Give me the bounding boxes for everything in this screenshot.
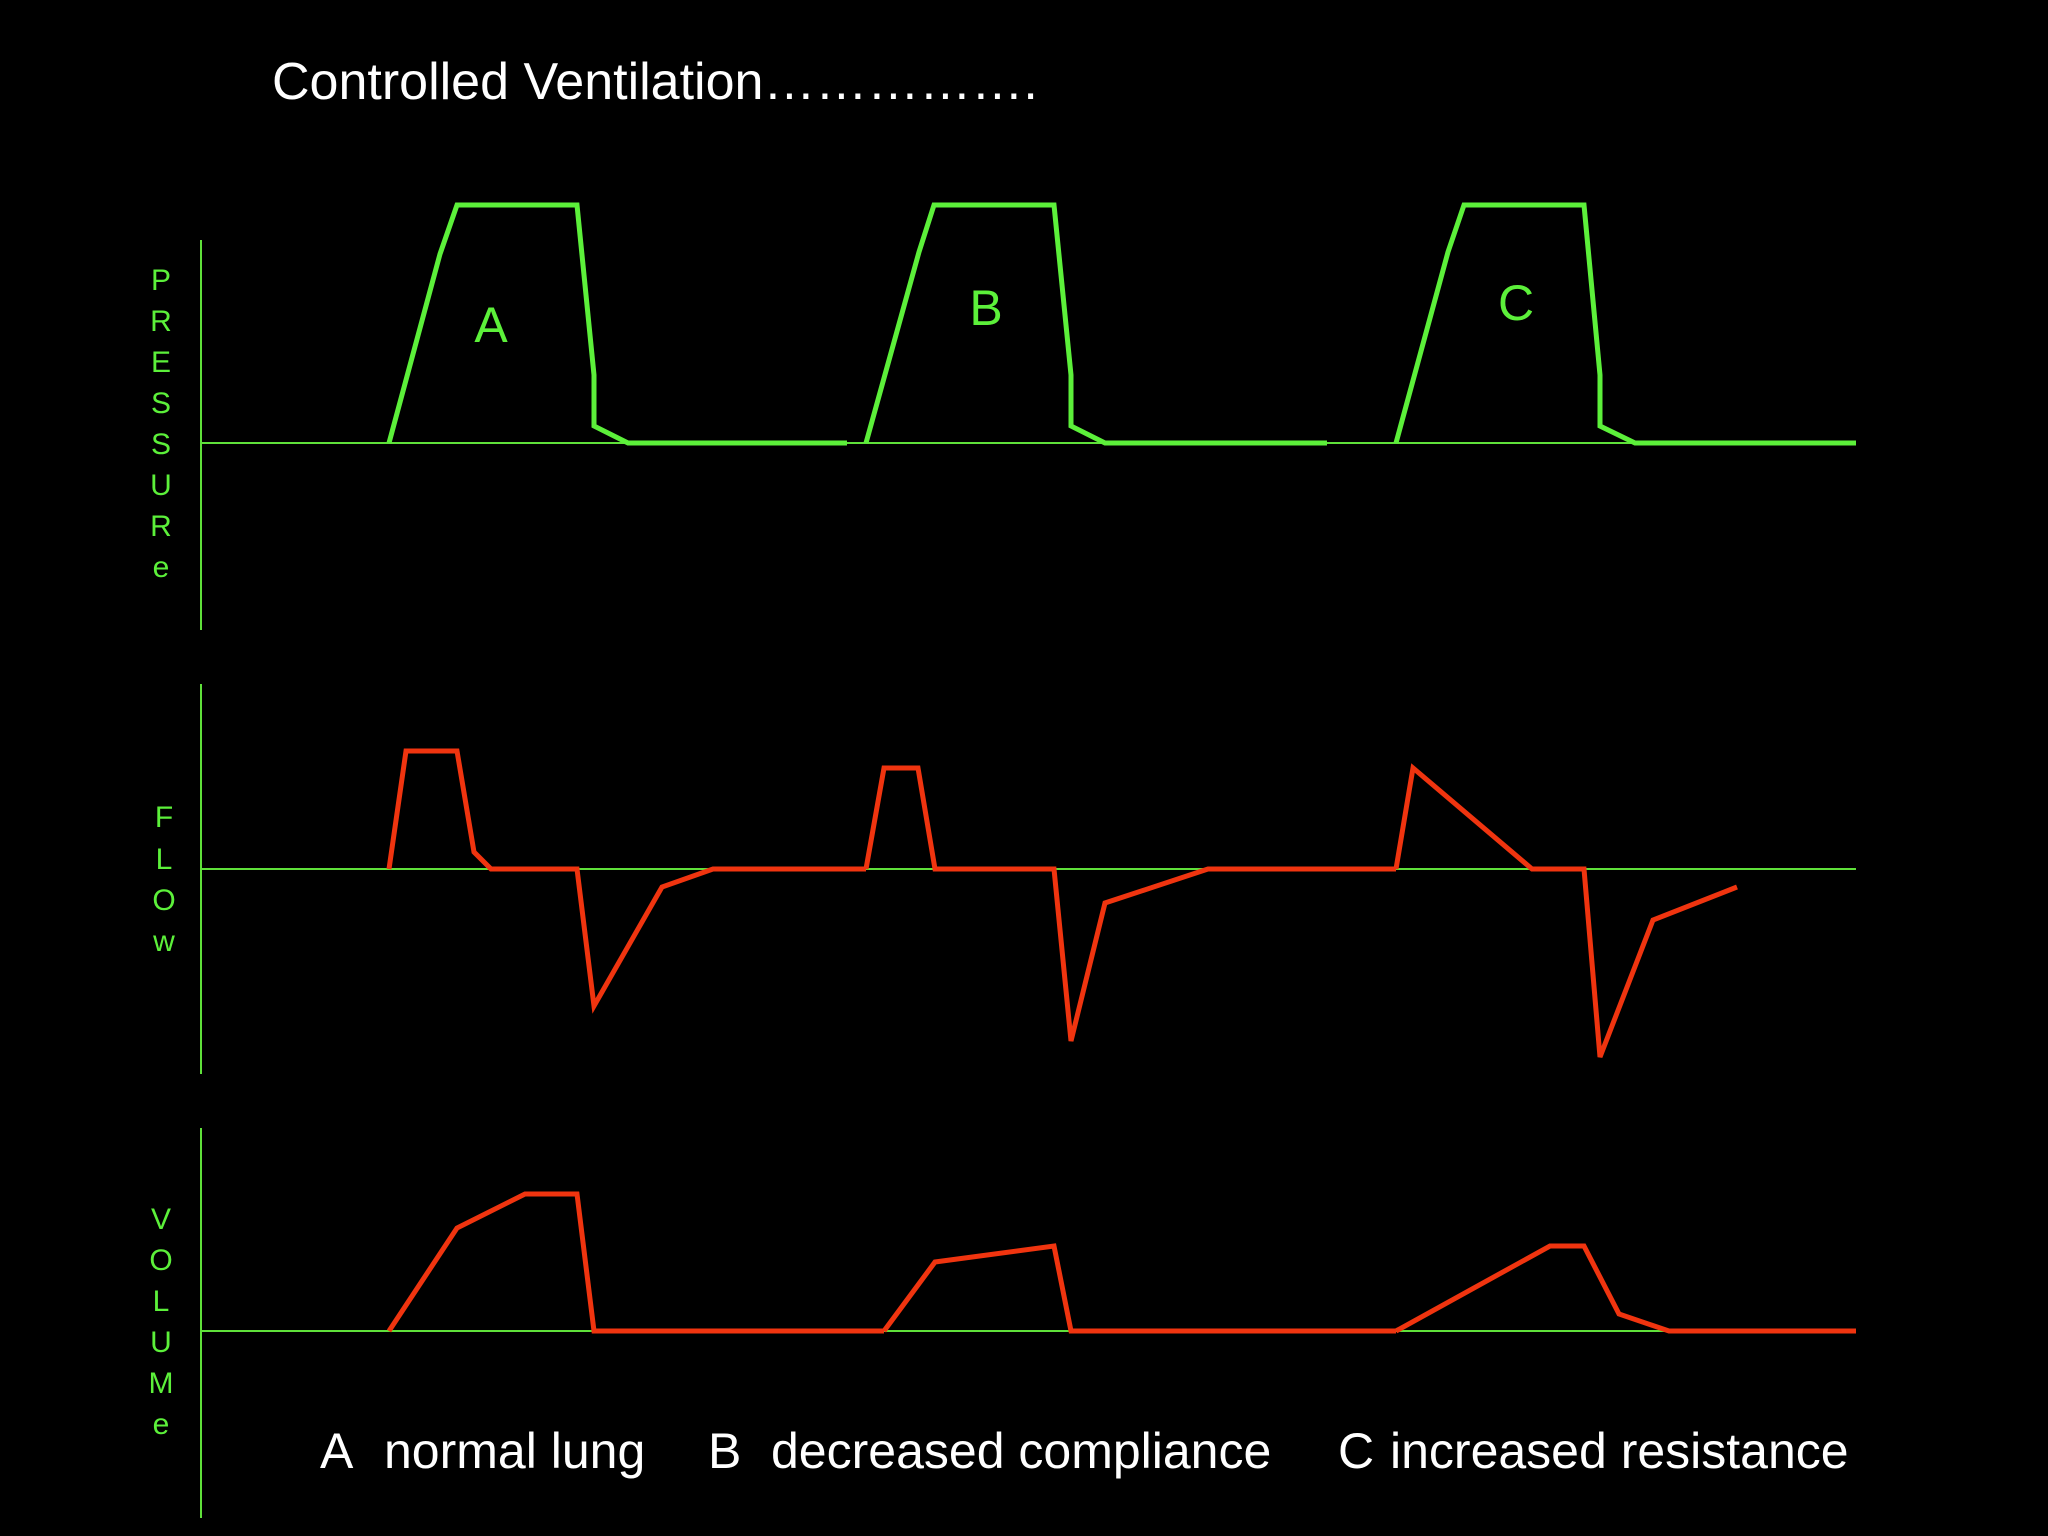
legend-key-c: C [1338, 1423, 1374, 1479]
wave-label-b: B [969, 280, 1002, 336]
volume-trace-b [881, 1243, 1396, 1334]
axis-letter: R [150, 305, 172, 338]
legend-text-b: decreased compliance [771, 1423, 1271, 1479]
axis-letter: w [152, 925, 175, 958]
pressure-trace-b [863, 202, 1327, 446]
flow-trace-b [863, 765, 1396, 1042]
axis-letter: U [150, 1326, 172, 1359]
volume-trace-a [386, 1191, 884, 1334]
legend: A normal lung B decreased compliance C i… [320, 1423, 1849, 1479]
pressure-axis-label: P R E S S U R e [150, 264, 172, 584]
legend-key-a: A [320, 1423, 354, 1479]
axis-letter: e [153, 1408, 170, 1441]
axis-letter: L [153, 1285, 170, 1318]
flow-trace-a [386, 748, 866, 1014]
pressure-trace-a [386, 202, 847, 446]
legend-key-b: B [708, 1423, 741, 1479]
axis-letter: O [149, 1244, 172, 1277]
axis-letter: e [153, 551, 170, 584]
flow-trace-c [1393, 763, 1738, 1058]
axis-letter: V [151, 1203, 171, 1236]
axis-letter: R [150, 510, 172, 543]
volume-axis-label: V O L U M e [149, 1203, 174, 1441]
axis-letter: S [151, 387, 171, 420]
axis-letter: P [151, 264, 171, 297]
legend-text-c: increased resistance [1390, 1423, 1849, 1479]
pressure-trace-c [1393, 202, 1856, 446]
axis-letter: F [155, 801, 173, 834]
axis-letter: L [156, 843, 173, 876]
axis-letter: O [152, 884, 175, 917]
slide-title: Controlled Ventilation……………. [272, 53, 1038, 111]
axis-letter: M [149, 1367, 174, 1400]
axis-letter: U [150, 469, 172, 502]
flow-axis-label: F L O w [152, 801, 176, 958]
axis-letter: E [151, 346, 171, 379]
wave-label-c: C [1498, 275, 1534, 331]
axis-letter: S [151, 428, 171, 461]
legend-text-a: normal lung [384, 1423, 645, 1479]
volume-trace-c [1394, 1243, 1856, 1334]
wave-label-a: A [474, 297, 508, 353]
